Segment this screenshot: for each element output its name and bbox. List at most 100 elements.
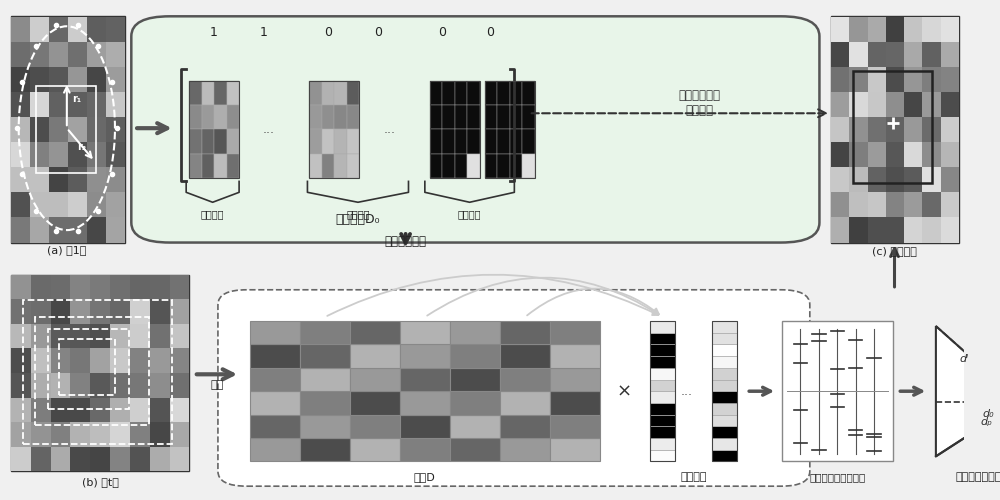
Bar: [886, 67, 904, 92]
Bar: [941, 142, 959, 167]
Bar: [106, 67, 125, 92]
Bar: [170, 373, 189, 398]
Bar: [868, 42, 886, 67]
Bar: [250, 321, 300, 344]
Bar: [90, 398, 110, 422]
Bar: [31, 348, 51, 373]
Bar: [87, 167, 106, 192]
Bar: [309, 154, 322, 178]
Bar: [350, 414, 400, 438]
Bar: [11, 42, 30, 67]
Bar: [49, 92, 68, 117]
Bar: [849, 218, 868, 242]
Bar: [189, 154, 202, 178]
Bar: [51, 422, 70, 446]
Bar: [106, 192, 125, 218]
Bar: [214, 154, 227, 178]
Text: dₚ: dₚ: [980, 416, 992, 426]
Bar: [550, 368, 600, 391]
Bar: [831, 92, 849, 117]
Bar: [250, 368, 300, 391]
Bar: [202, 154, 214, 178]
Bar: [90, 348, 110, 373]
Bar: [11, 324, 31, 348]
Bar: [485, 130, 497, 154]
Bar: [49, 42, 68, 67]
Bar: [189, 130, 202, 154]
Bar: [87, 142, 106, 167]
Bar: [35, 316, 149, 425]
Bar: [455, 130, 467, 154]
FancyBboxPatch shape: [218, 290, 810, 486]
Text: 采样: 采样: [210, 380, 224, 390]
Bar: [497, 105, 510, 130]
Bar: [170, 398, 189, 422]
Bar: [941, 167, 959, 192]
Bar: [51, 373, 70, 398]
Bar: [189, 105, 202, 130]
Bar: [130, 398, 150, 422]
Bar: [110, 373, 130, 398]
Text: 线索模板: 线索模板: [458, 208, 481, 218]
Bar: [849, 92, 868, 117]
Bar: [30, 192, 49, 218]
Bar: [214, 105, 227, 130]
Bar: [49, 218, 68, 242]
Bar: [170, 348, 189, 373]
Bar: [868, 218, 886, 242]
Bar: [712, 414, 737, 426]
Bar: [300, 368, 350, 391]
Text: 判别字典学习: 判别字典学习: [385, 234, 427, 248]
Bar: [510, 81, 522, 105]
Bar: [68, 117, 87, 142]
Bar: [400, 321, 450, 344]
Bar: [31, 422, 51, 446]
Bar: [712, 438, 737, 450]
Bar: [430, 105, 442, 130]
Text: 0: 0: [325, 26, 333, 38]
Bar: [485, 105, 497, 130]
Bar: [886, 167, 904, 192]
Bar: [106, 218, 125, 242]
Bar: [712, 321, 737, 462]
Bar: [300, 414, 350, 438]
Bar: [350, 391, 400, 414]
Bar: [650, 344, 675, 356]
Bar: [30, 92, 49, 117]
Bar: [322, 130, 334, 154]
Bar: [189, 81, 202, 105]
Bar: [904, 67, 922, 92]
Bar: [941, 218, 959, 242]
Bar: [550, 391, 600, 414]
Bar: [712, 333, 737, 344]
Bar: [450, 321, 500, 344]
Bar: [130, 422, 150, 446]
Bar: [334, 130, 347, 154]
Bar: [130, 324, 150, 348]
Bar: [110, 275, 130, 299]
Bar: [450, 368, 500, 391]
Bar: [350, 321, 400, 344]
Bar: [712, 321, 737, 333]
Bar: [904, 218, 922, 242]
Bar: [442, 154, 455, 178]
Bar: [886, 92, 904, 117]
Text: ×: ×: [617, 382, 632, 400]
Bar: [941, 92, 959, 117]
Bar: [322, 154, 334, 178]
Bar: [68, 92, 87, 117]
Bar: [31, 275, 51, 299]
Bar: [30, 167, 49, 192]
Bar: [309, 81, 359, 178]
Bar: [467, 154, 480, 178]
Bar: [51, 324, 70, 348]
Text: 稀疏系数: 稀疏系数: [680, 472, 707, 482]
Bar: [51, 275, 70, 299]
Bar: [831, 16, 959, 242]
Bar: [497, 154, 510, 178]
Bar: [227, 105, 239, 130]
Bar: [87, 192, 106, 218]
Bar: [227, 81, 239, 105]
Bar: [904, 142, 922, 167]
Bar: [51, 348, 70, 373]
